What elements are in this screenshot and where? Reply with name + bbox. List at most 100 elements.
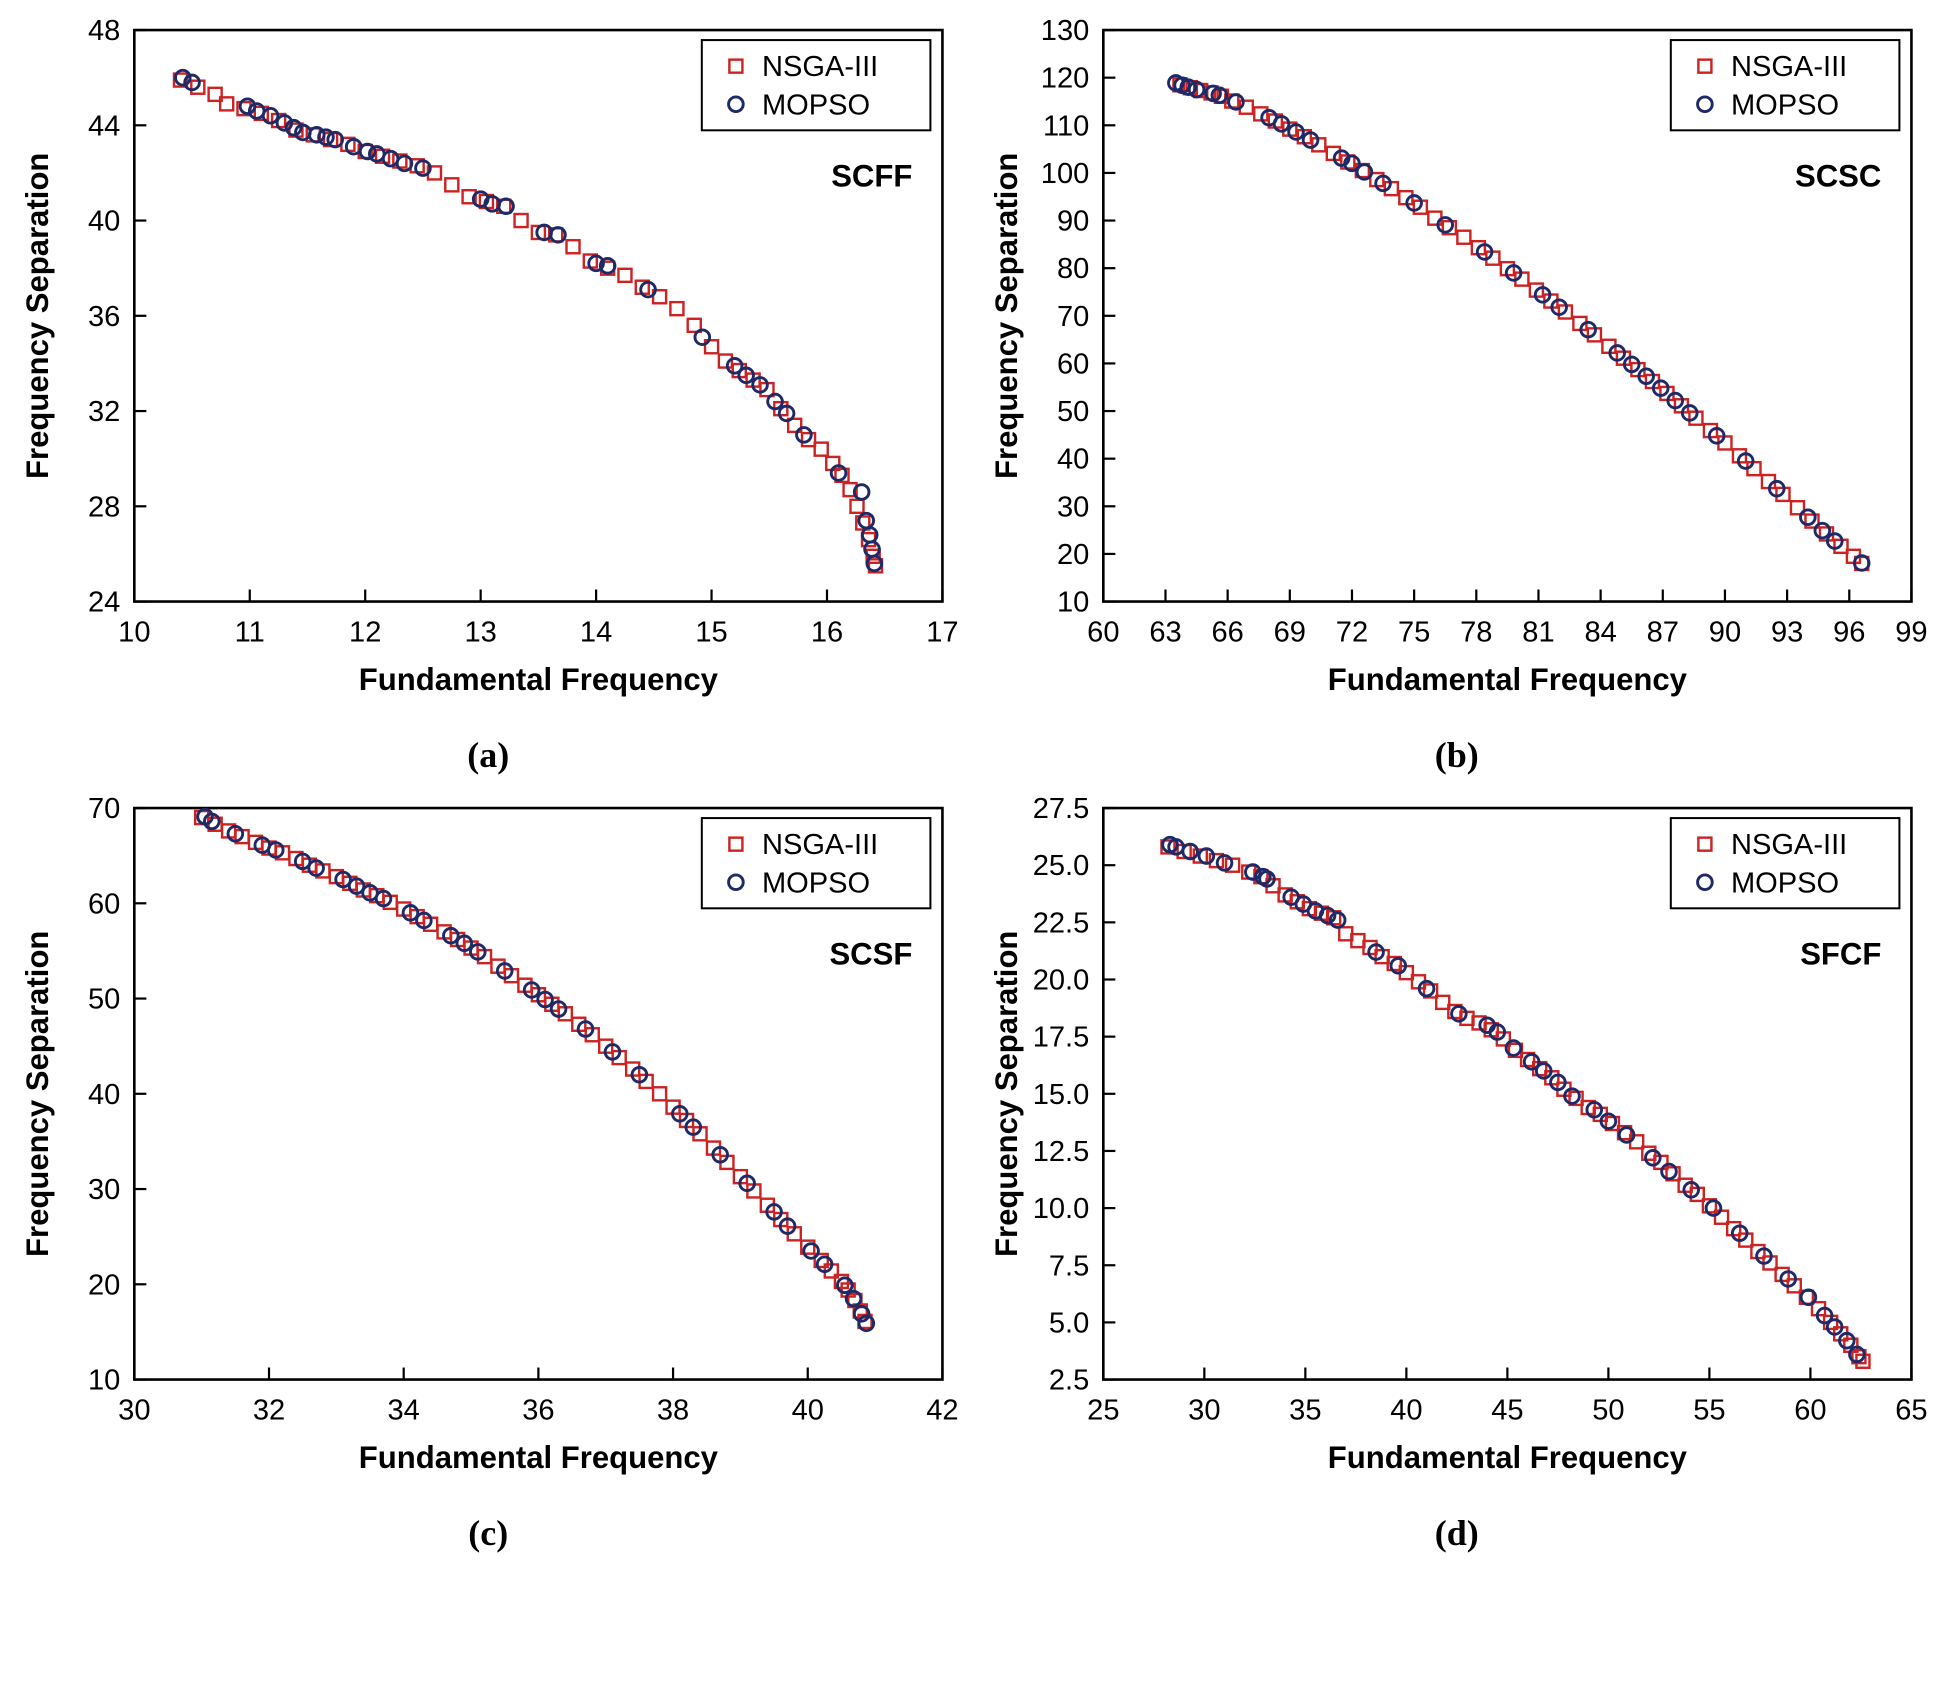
data-point-circle: [1475, 243, 1493, 261]
data-point-square: [565, 239, 581, 255]
data-point-square: [1701, 1197, 1717, 1214]
data-point-circle: [1226, 93, 1245, 111]
data-point-circle: [334, 870, 352, 889]
data-point-circle: [1643, 1148, 1662, 1167]
x-axis-title: Fundamental Frequency: [359, 662, 719, 697]
x-tick-label: 40: [792, 1395, 824, 1427]
data-point-square: [1441, 219, 1457, 236]
data-point-circle: [1636, 367, 1655, 386]
data-point-square: [172, 72, 189, 88]
data-point-circle: [711, 1145, 729, 1164]
data-point-square: [834, 467, 850, 484]
data-point-circle: [778, 1217, 797, 1235]
data-point-square: [1616, 1124, 1632, 1141]
data-point-square: [1567, 1090, 1584, 1106]
y-tick-label: 10: [88, 1364, 120, 1396]
data-point-circle: [1798, 508, 1817, 527]
data-point-circle: [671, 1104, 689, 1123]
data-point-circle: [1328, 911, 1346, 929]
data-point-square: [1386, 955, 1402, 972]
data-point-square: [207, 86, 223, 103]
data-point-circle: [598, 257, 617, 275]
data-point-circle: [317, 128, 335, 146]
chart-panel-c: 30 32 34 36 38 40 42 10 20 30 40 50 60 70 Fundamental …: [12, 788, 965, 1566]
data-point-circle: [603, 1043, 622, 1061]
x-tick-label: 90: [1708, 617, 1740, 649]
legend-square-marker: [1696, 58, 1713, 74]
data-point-square: [1519, 1051, 1535, 1068]
y-tick-label: 130: [1040, 15, 1089, 47]
data-point-circle: [522, 981, 541, 999]
x-tick-label: 93: [1770, 617, 1802, 649]
data-point-circle: [1767, 479, 1786, 498]
data-point-circle: [1257, 870, 1276, 888]
y-tick-label: 80: [1056, 253, 1088, 285]
data-point-circle: [549, 226, 567, 244]
y-tick-label: 40: [88, 206, 120, 238]
data-point-circle: [307, 859, 325, 877]
data-point-circle: [751, 376, 769, 394]
y-tick-label: 100: [1040, 158, 1089, 190]
legend-circle-marker: [727, 873, 745, 891]
data-point-circle: [1852, 554, 1870, 572]
y-tick-label: 28: [88, 491, 120, 523]
y-tick-label: 20: [88, 1269, 120, 1301]
data-point-circle: [1578, 320, 1597, 339]
data-point-circle: [497, 197, 515, 216]
data-point-circle: [238, 97, 257, 116]
data-point-circle: [1449, 1004, 1468, 1023]
data-point-square: [813, 441, 829, 457]
legend-square-marker: [728, 836, 744, 852]
y-tick-label: 10.0: [1032, 1193, 1089, 1225]
data-point-circle: [174, 68, 192, 87]
data-point-circle: [1825, 532, 1844, 550]
data-point-circle: [844, 1289, 863, 1308]
x-tick-label: 81: [1522, 617, 1554, 649]
y-tick-label: 27.5: [1032, 793, 1089, 825]
panel-caption-a: (a): [467, 734, 510, 775]
data-point-circle: [275, 114, 294, 132]
data-point-circle: [1243, 863, 1262, 881]
data-point-circle: [684, 1118, 703, 1136]
data-point-circle: [725, 357, 744, 375]
y-axis-title: Frequency Separation: [989, 153, 1024, 479]
data-point-circle: [1815, 1306, 1833, 1325]
y-tick-label: 60: [88, 888, 120, 920]
legend-label: NSGA-III: [1730, 829, 1846, 861]
data-point-circle: [1187, 80, 1205, 99]
data-point-circle: [1504, 264, 1522, 282]
data-point-square: [1208, 852, 1224, 869]
data-point-circle: [587, 254, 605, 273]
x-tick-label: 96: [1833, 617, 1865, 649]
y-tick-label: 90: [1056, 206, 1088, 238]
data-point-circle: [1548, 1073, 1567, 1092]
panel-tag-label: SCSF: [829, 936, 912, 971]
y-tick-label: 50: [1056, 396, 1088, 428]
data-point-circle: [1730, 1224, 1748, 1242]
data-point-circle: [1355, 163, 1373, 181]
y-tick-label: 7.5: [1048, 1250, 1088, 1282]
series-mopso: [174, 68, 884, 573]
data-point-circle: [1272, 115, 1290, 133]
data-point-square: [651, 1085, 668, 1102]
data-point-circle: [1813, 521, 1831, 540]
x-tick-label: 13: [464, 617, 496, 649]
legend: NSGA-III MOPSO: [700, 39, 932, 132]
series-nsga-iii: [172, 72, 884, 574]
y-axis-title: Frequency Separation: [20, 153, 55, 479]
data-point-square: [1604, 1115, 1620, 1132]
data-point-circle: [266, 841, 285, 859]
y-tick-label: 40: [1056, 444, 1088, 476]
y-tick-label: 20: [1056, 539, 1088, 571]
data-point-circle: [852, 483, 871, 501]
legend-label: MOPSO: [1730, 867, 1838, 899]
data-point-square: [218, 96, 235, 112]
data-point-circle: [1197, 847, 1215, 865]
data-point-circle: [576, 1020, 595, 1038]
data-point-circle: [1622, 355, 1640, 374]
data-point-circle: [1522, 1052, 1540, 1071]
data-point-square: [1789, 500, 1805, 516]
x-tick-label: 35: [1289, 1395, 1321, 1427]
data-point-square: [800, 431, 817, 448]
data-point-circle: [347, 877, 366, 895]
